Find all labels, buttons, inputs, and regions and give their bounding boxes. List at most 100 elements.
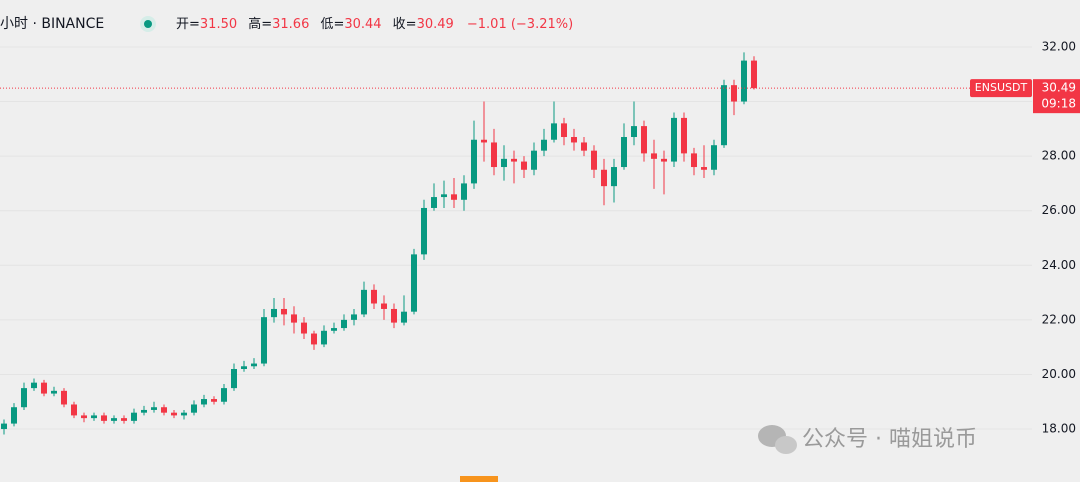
candle-body [741, 60, 747, 102]
candle-body [201, 399, 207, 405]
candle-body [21, 388, 27, 408]
time-marker [460, 476, 498, 482]
candle-body [631, 126, 637, 138]
candle-body [601, 169, 607, 187]
candle-body [531, 150, 537, 170]
price-change: −1.01 (−3.21%) [467, 17, 573, 32]
price-tag-bg [1033, 79, 1080, 114]
candle-body [151, 407, 157, 410]
watermark: 公众号 · 喵姐说币 [758, 425, 977, 454]
candle-body [471, 139, 477, 184]
candle-body [681, 117, 687, 154]
price-tag: 30.49 [1042, 81, 1076, 95]
candle-body [521, 161, 527, 170]
candle-body [291, 314, 297, 323]
candle-body [661, 158, 667, 162]
candle-body [111, 418, 117, 421]
candle-body [191, 404, 197, 413]
candle-body [501, 158, 507, 168]
candle-body [121, 418, 127, 421]
candle-body [731, 85, 737, 102]
candle-body [11, 407, 17, 424]
ohlc-value: 30.49 [417, 17, 454, 32]
candle-body [71, 404, 77, 416]
symbol-tag: ENSUSDT [975, 81, 1028, 94]
candle-body [81, 415, 87, 419]
candle-body [431, 197, 437, 208]
candle-body [351, 314, 357, 320]
y-tick-label: 18.00 [1042, 422, 1076, 436]
ohlc-value: 30.44 [344, 17, 381, 32]
candle-body [721, 85, 727, 146]
candle-body [441, 194, 447, 198]
candle-body [361, 289, 367, 315]
candle-body [511, 158, 517, 162]
candle-body [51, 390, 57, 394]
candle-body [491, 142, 497, 168]
symbol-title: 小时 · BINANCE [0, 16, 104, 32]
candle-body [401, 311, 407, 323]
candle-body [551, 123, 557, 140]
candle-body [581, 142, 587, 151]
candle-body [481, 139, 487, 143]
watermark-text: 公众号 · 喵姐说币 [802, 427, 977, 452]
ohlc-legend: 开=31.50 高=31.66 低=30.44 收=30.49 −1.01 (−… [176, 14, 573, 33]
plot-area [0, 46, 1032, 435]
y-tick-label: 26.00 [1042, 203, 1076, 217]
candle-body [41, 382, 47, 394]
y-tick-label: 32.00 [1042, 39, 1076, 53]
candle-body [321, 330, 327, 345]
candle-body [711, 145, 717, 170]
ohlc-label: 开= [176, 17, 200, 32]
candle-body [131, 412, 137, 421]
candle-body [341, 319, 347, 329]
candle-body [691, 153, 697, 168]
candle-body [591, 150, 597, 170]
candle-body [251, 363, 257, 367]
candle-body [421, 207, 427, 255]
y-tick-label: 22.00 [1042, 312, 1076, 326]
candle-body [101, 415, 107, 421]
candle-body [61, 390, 67, 405]
candle-body [561, 123, 567, 138]
candle-body [301, 322, 307, 334]
candle-body [671, 117, 677, 162]
ohlc-value: 31.66 [272, 17, 309, 32]
ohlc-label: 低= [320, 17, 344, 32]
candle-body [541, 139, 547, 151]
countdown: 09:18 [1041, 97, 1076, 111]
candle-body [141, 409, 147, 413]
candle-body [91, 415, 97, 419]
status-dot [144, 20, 152, 28]
candle-body [611, 167, 617, 187]
candle-body [1, 423, 7, 430]
symbol-tag-bg [970, 79, 1032, 98]
candle-body [331, 328, 337, 331]
candle-body [751, 60, 757, 89]
ohlc-label: 高= [248, 16, 272, 32]
candle-body [211, 399, 217, 402]
candle-body [451, 194, 457, 200]
y-tick-label: 28.00 [1042, 149, 1076, 163]
y-tick-label: 24.00 [1042, 258, 1076, 272]
candle-body [221, 388, 227, 402]
candle-body [271, 308, 277, 318]
candle-body [381, 303, 387, 309]
candle-body [641, 126, 647, 154]
candle-body [261, 317, 267, 364]
candle-body [651, 153, 657, 159]
candle-body [371, 289, 377, 304]
candle-body [241, 366, 247, 370]
candle-body [311, 333, 317, 345]
candle-body [231, 369, 237, 389]
candle-body [161, 407, 167, 413]
candle-body [391, 308, 397, 323]
candle-body [701, 167, 707, 170]
candle-body [31, 382, 37, 389]
candle-body [461, 183, 467, 200]
ohlc-value: 31.50 [200, 17, 237, 32]
candle-body [411, 254, 417, 312]
ohlc-label: 收= [393, 17, 417, 32]
